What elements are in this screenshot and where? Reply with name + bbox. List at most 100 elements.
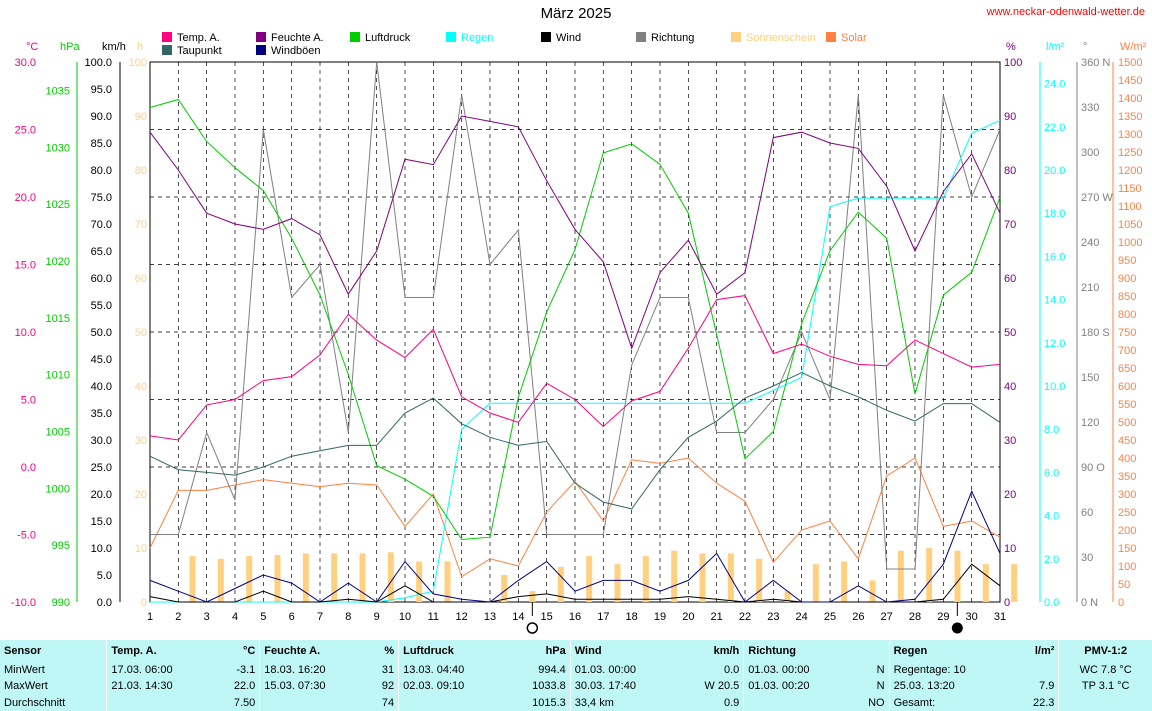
source-link[interactable]: www.neckar-odenwald-wetter.de xyxy=(986,6,1145,18)
x-tick-label: 15 xyxy=(541,611,553,623)
y-tick-label-temp: 0.0 xyxy=(21,462,36,474)
sunshine-bar xyxy=(444,561,451,602)
y-tick-label-deg: 300 xyxy=(1081,147,1099,159)
y-tick-label-pct: 30 xyxy=(1004,435,1016,447)
stats-temp-value: 7.50 xyxy=(233,696,256,709)
y-tick-label-wm2: 1300 xyxy=(1118,129,1142,141)
series-line-solar xyxy=(149,457,1001,578)
stats-druck-value: 1033.8 xyxy=(532,680,566,693)
axis-unit-hpa: hPa xyxy=(60,41,80,53)
y-tick-label-hpa: 1005 xyxy=(46,426,70,438)
stats-regen-value xyxy=(1013,662,1059,678)
legend-swatch xyxy=(256,45,266,55)
y-tick-label-kmh: 45.0 xyxy=(91,354,112,366)
legend-item-sonnenschein: Sonnenschein xyxy=(731,32,816,44)
stats-richtung-time: 01.03. 00:20 xyxy=(743,678,851,695)
y-tick-label-wm2: 850 xyxy=(1118,291,1136,303)
y-tick-label-deg: 150 xyxy=(1081,372,1099,384)
y-tick-label-wm2: 300 xyxy=(1118,489,1136,501)
legend-swatch xyxy=(826,32,836,42)
x-tick-label: 23 xyxy=(767,611,779,623)
y-tick-label-h: 90 xyxy=(135,111,147,123)
series-line-feuchte-a- xyxy=(149,115,1001,350)
legend-swatch xyxy=(446,32,456,42)
stats-richtung-value: NO xyxy=(868,696,885,709)
y-tick-label-wm2: 250 xyxy=(1118,507,1136,519)
y-tick-label-hpa: 1010 xyxy=(46,370,70,382)
y-tick-label-pct: 80 xyxy=(1004,165,1016,177)
y-tick-label-pct: 20 xyxy=(1004,489,1016,501)
legend-label: Regen xyxy=(461,32,494,44)
stats-feuchte-value: 92 xyxy=(381,680,395,693)
legend-item-windb-en: Windböen xyxy=(256,45,321,57)
y-tick-label-hpa: 990 xyxy=(52,597,70,609)
sunshine-bar xyxy=(784,591,791,602)
stats-row-label: MinWert xyxy=(4,663,45,676)
y-tick-label-pct: 50 xyxy=(1004,327,1016,339)
stats-feuchte-value: 74 xyxy=(381,696,395,709)
x-tick-label: 24 xyxy=(796,611,808,623)
y-tick-label-wm2: 450 xyxy=(1118,435,1136,447)
y-tick-label-temp: 30.0 xyxy=(15,57,36,69)
stats-druck-value: 1015.3 xyxy=(532,696,566,709)
y-tick-label-kmh: 20.0 xyxy=(91,489,112,501)
y-tick-label-hpa: 1000 xyxy=(46,483,70,495)
stats-header-wind: Wind xyxy=(569,640,678,662)
axis-unit-kmh: km/h xyxy=(102,41,126,53)
stats-pmv-value: WC 7.8 °C xyxy=(1058,661,1152,679)
y-tick-label-lm2: 12.0 xyxy=(1044,338,1065,350)
stats-feuchte-time xyxy=(259,694,367,711)
legend-label: Feuchte A. xyxy=(271,32,324,44)
y-tick-label-lm2: 20.0 xyxy=(1044,165,1065,177)
x-tick-label: 18 xyxy=(626,611,638,623)
sunshine-bar xyxy=(1011,564,1018,602)
y-tick-label-kmh: 80.0 xyxy=(91,165,112,177)
x-tick-label: 26 xyxy=(852,611,864,623)
y-tick-label-kmh: 0.0 xyxy=(97,597,112,609)
y-tick-label-lm2: 24.0 xyxy=(1044,79,1065,91)
chart-title: März 2025 xyxy=(540,5,612,22)
stats-header-druck: Luftdruck xyxy=(398,640,506,662)
stats-richtung-value: N xyxy=(876,680,885,693)
y-tick-label-wm2: 0 xyxy=(1118,597,1124,609)
y-tick-label-lm2: 18.0 xyxy=(1044,208,1065,220)
stats-richtung-time: 01.03. 00:00 xyxy=(743,661,851,679)
stats-header-regen: Regen xyxy=(888,640,1013,662)
stats-wind-value: 0.9 xyxy=(723,696,740,709)
y-tick-label-h: 30 xyxy=(135,435,147,447)
sunshine-bar xyxy=(671,550,678,602)
y-tick-label-h: 0 xyxy=(141,597,147,609)
axis-unit-temp: °C xyxy=(26,41,38,53)
stats-header-richtung-blank xyxy=(851,640,889,662)
x-tick-label: 14 xyxy=(512,611,524,623)
y-tick-label-temp: -10.0 xyxy=(11,597,36,609)
legend-item-richtung: Richtung xyxy=(636,32,694,44)
y-tick-label-wm2: 550 xyxy=(1118,399,1136,411)
stats-druck-time xyxy=(398,694,506,711)
y-tick-label-lm2: 6.0 xyxy=(1044,467,1059,479)
y-tick-label-kmh: 85.0 xyxy=(91,138,112,150)
legend-swatch xyxy=(162,32,172,42)
legend-item-solar: Solar xyxy=(826,32,867,44)
legend-label: Sonnenschein xyxy=(746,32,816,44)
x-tick-label: 19 xyxy=(654,611,666,623)
y-tick-label-pct: 40 xyxy=(1004,381,1016,393)
y-tick-label-deg: 90 O xyxy=(1081,462,1105,474)
x-tick-label: 25 xyxy=(824,611,836,623)
y-tick-label-deg: 0 N xyxy=(1081,597,1098,609)
x-tick-label: 5 xyxy=(260,611,266,623)
y-tick-label-pct: 70 xyxy=(1004,219,1016,231)
stats-header-feuchte-unit: % xyxy=(384,644,395,657)
x-tick-label: 30 xyxy=(966,611,978,623)
stats-header-temp-unit: °C xyxy=(242,644,256,657)
series-line-windb-en xyxy=(149,490,1001,603)
sunshine-bar xyxy=(954,550,961,602)
y-tick-label-kmh: 65.0 xyxy=(91,246,112,258)
sunshine-bar xyxy=(756,558,763,602)
series-line-luftdruck xyxy=(149,98,1001,541)
axis-unit-wm2: W/m² xyxy=(1120,41,1147,53)
stats-feuchte-time: 18.03. 16:20 xyxy=(259,661,367,679)
y-tick-label-lm2: 10.0 xyxy=(1044,381,1065,393)
x-tick-label: 28 xyxy=(909,611,921,623)
stats-header-richtung: Richtung xyxy=(743,640,851,662)
